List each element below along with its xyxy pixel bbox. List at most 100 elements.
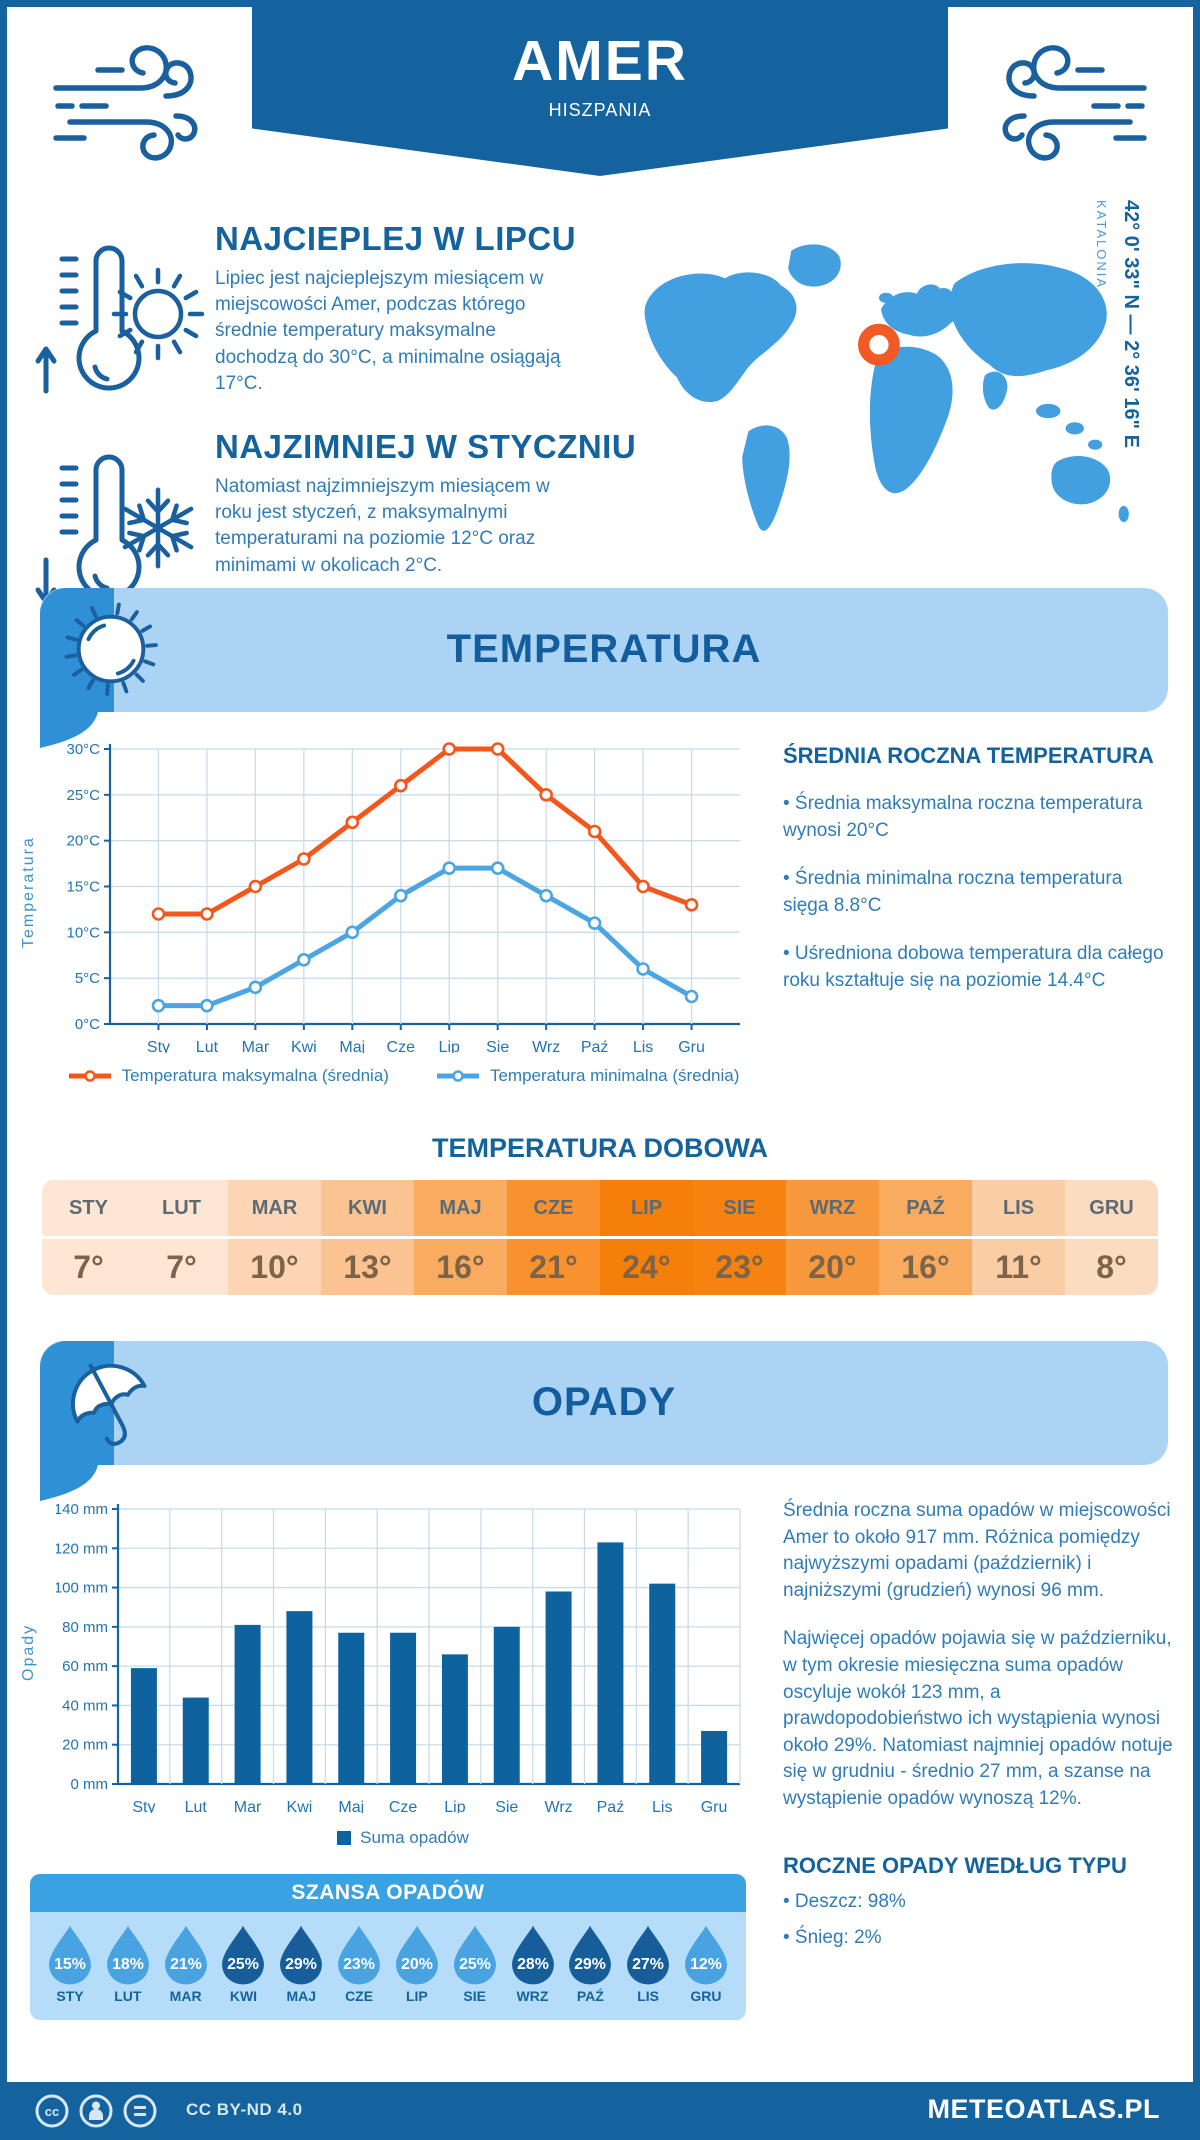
raindrop-icon: 20%: [395, 1925, 438, 1985]
svg-text:28%: 28%: [517, 1956, 549, 1973]
svg-text:cc: cc: [45, 2104, 59, 2119]
chance-drop: 27% LIS: [622, 1924, 674, 2004]
raindrop-icon: 25%: [453, 1925, 496, 1985]
svg-text:Wrz: Wrz: [545, 1799, 573, 1813]
temperature-line-chart: 0°C 5°C 10°C 15°C 20°C 25°C 30°C Sty Lut Mar Kwi Ma…: [56, 735, 750, 1058]
drop-month-label: CZE: [345, 1988, 374, 2004]
svg-text:Lip: Lip: [439, 1039, 460, 1053]
svg-text:Lut: Lut: [185, 1799, 208, 1813]
svg-text:Sty: Sty: [132, 1799, 155, 1813]
drop-month-label: SIE: [463, 1988, 486, 2004]
daily-temperature-title: TEMPERATURA DOBOWA: [432, 1133, 768, 1163]
person-icon: [79, 2094, 113, 2128]
table-value-cell: 23°: [693, 1239, 786, 1295]
page-title: AMER: [512, 29, 688, 93]
svg-text:100 mm: 100 mm: [56, 1580, 108, 1597]
temperature-bullet-2: • Średnia minimalna roczna temperatura s…: [783, 868, 1123, 916]
legend-item: Suma opadów: [337, 1828, 469, 1848]
daily-temperature-table: STY LUT MAR KWI MAJ CZE LIP SIE WRZ PAŹ LIS GRU 7° 7°…: [42, 1180, 1158, 1295]
sun-icon: [111, 267, 205, 361]
drop-month-label: GRU: [690, 1988, 722, 2004]
table-month-cell: LUT: [135, 1180, 228, 1236]
svg-text:Sty: Sty: [147, 1039, 170, 1053]
svg-text:10°C: 10°C: [66, 924, 100, 941]
drop-month-label: PAŹ: [576, 1988, 604, 2004]
drop-month-label: WRZ: [516, 1988, 549, 2004]
temperature-summary-title: ŚREDNIA ROCZNA TEMPERATURA: [783, 743, 1154, 768]
svg-text:29%: 29%: [285, 1956, 317, 1973]
table-month-cell: LIS: [972, 1180, 1065, 1236]
equals-icon: [123, 2094, 157, 2128]
drop-month-label: LUT: [114, 1988, 142, 2004]
cc-license-icons: cc: [35, 2094, 157, 2128]
svg-text:Wrz: Wrz: [532, 1039, 560, 1053]
svg-text:Gru: Gru: [678, 1039, 705, 1053]
svg-text:Sie: Sie: [495, 1799, 518, 1813]
svg-text:Lis: Lis: [652, 1799, 672, 1813]
table-value-cell: 24°: [600, 1239, 693, 1295]
sun-icon: [64, 602, 158, 696]
legend-item: Temperatura maksymalna (średnia): [67, 1066, 389, 1086]
raindrop-icon: 25%: [222, 1925, 265, 1985]
svg-text:0°C: 0°C: [75, 1016, 100, 1033]
page-border-left: [0, 0, 7, 2140]
chance-drop: 12% GRU: [680, 1924, 732, 2004]
raindrop-icon: 29%: [569, 1925, 612, 1985]
table-month-cell: SIE: [693, 1180, 786, 1236]
temp-chart-legend: Temperatura maksymalna (średnia) Tempera…: [56, 1066, 750, 1086]
svg-text:Sie: Sie: [486, 1039, 509, 1053]
table-value-cell: 8°: [1065, 1239, 1158, 1295]
site-label: METEOATLAS.PL: [927, 2094, 1160, 2124]
chance-drop: 25% SIE: [449, 1924, 501, 2004]
svg-text:20 mm: 20 mm: [62, 1737, 108, 1754]
svg-text:60 mm: 60 mm: [62, 1658, 108, 1675]
raindrop-icon: 28%: [511, 1925, 554, 1985]
svg-text:20%: 20%: [401, 1956, 433, 1973]
svg-text:21%: 21%: [170, 1956, 202, 1973]
svg-text:Lut: Lut: [196, 1039, 219, 1053]
table-value-cell: 7°: [42, 1239, 135, 1295]
table-month-cell: GRU: [1065, 1180, 1158, 1236]
raindrop-icon: 27%: [627, 1925, 670, 1985]
chance-drop: 20% LIP: [391, 1924, 443, 2004]
temp-chart-ylabel: Temperatura: [20, 836, 37, 948]
table-value-cell: 11°: [972, 1239, 1065, 1295]
svg-text:120 mm: 120 mm: [56, 1540, 108, 1557]
chance-drop: 29% PAŹ: [564, 1924, 616, 2004]
table-value-cell: 13°: [321, 1239, 414, 1295]
wind-gust-icon: [1002, 45, 1147, 161]
table-value-cell: 10°: [228, 1239, 321, 1295]
precipitation-text-2: Najwięcej opadów pojawia się w październ…: [783, 1628, 1173, 1809]
chance-drop: 18% LUT: [102, 1924, 154, 2004]
precipitation-summary: Średnia roczna suma opadów w miejscowośc…: [783, 1498, 1173, 1952]
region-label: KATALONIA: [1094, 200, 1109, 290]
coldest-title: NAJZIMNIEJ W STYCZNIU: [215, 428, 637, 465]
snow-bullet: • Śnieg: 2%: [783, 1927, 882, 1949]
svg-text:Lip: Lip: [444, 1799, 465, 1813]
geo-labels: 42° 0' 33" N — 2° 36' 16" E KATALONIA: [1094, 200, 1142, 600]
drop-month-label: LIS: [637, 1988, 660, 2004]
table-value-cell: 16°: [879, 1239, 972, 1295]
svg-text:Paź: Paź: [597, 1799, 625, 1813]
svg-text:140 mm: 140 mm: [56, 1501, 108, 1518]
drop-month-label: STY: [56, 1988, 84, 2004]
table-value-cell: 21°: [507, 1239, 600, 1295]
chance-drop: 15% STY: [44, 1924, 96, 2004]
svg-text:Mar: Mar: [242, 1039, 270, 1053]
svg-text:Paź: Paź: [581, 1039, 609, 1053]
warmest-text: Lipiec jest najcieplejszym miesiącem w m…: [215, 268, 561, 394]
chance-drops-row: 15% STY 18% LUT 21% MAR 25% KWI: [30, 1912, 746, 2020]
chance-panel: SZANSA OPADÓW 15% STY 18% LUT 21% MAR: [30, 1874, 746, 2020]
temperature-summary: ŚREDNIA ROCZNA TEMPERATURA • Średnia mak…: [783, 743, 1167, 995]
wind-gust-icon: [53, 45, 198, 161]
coordinates-label: 42° 0' 33" N — 2° 36' 16" E: [1120, 200, 1142, 448]
table-value-cell: 7°: [135, 1239, 228, 1295]
drop-month-label: KWI: [229, 1988, 258, 2004]
chance-drop: 29% MAJ: [275, 1924, 327, 2004]
header-banner: AMER HISZPANIA: [252, 0, 948, 176]
table-month-cell: PAŹ: [879, 1180, 972, 1236]
svg-text:Gru: Gru: [701, 1799, 728, 1813]
svg-text:Maj: Maj: [338, 1799, 364, 1813]
svg-text:Mar: Mar: [234, 1799, 262, 1813]
